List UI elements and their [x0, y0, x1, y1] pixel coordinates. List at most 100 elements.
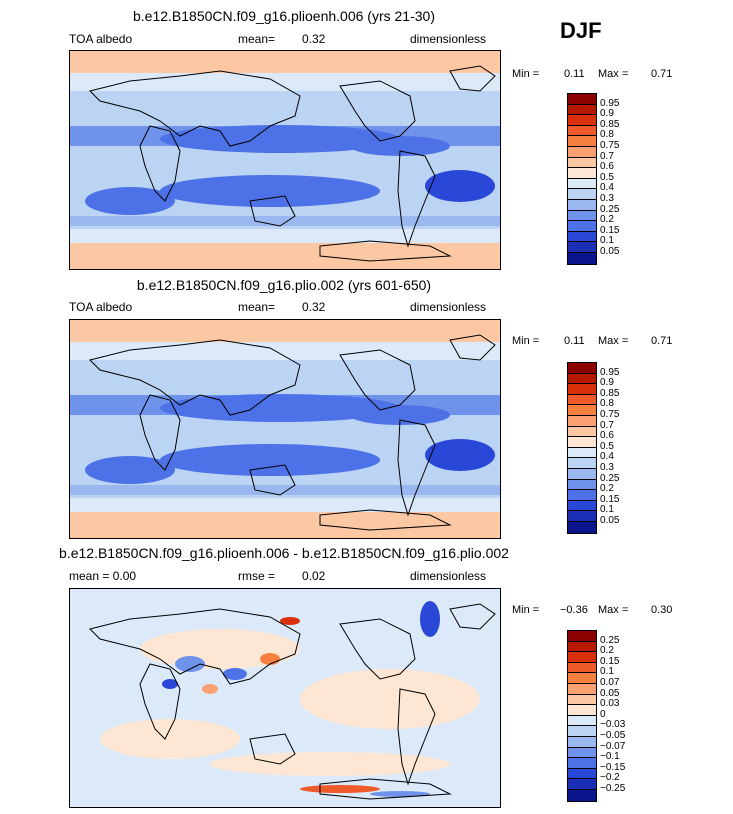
colorbar-level-label: 0.85 [600, 387, 620, 399]
panel-2-title: b.e12.B1850CN.f09_g16.plio.002 (yrs 601-… [136, 277, 432, 293]
colorbar-level-label: 0.07 [600, 677, 620, 688]
colorbar-swatch [568, 363, 596, 374]
colorbar-swatch [568, 447, 596, 459]
colorbar-level-label: 0.9 [600, 108, 614, 120]
colorbar-level-label: 0.6 [600, 161, 614, 173]
colorbar-level-label: 0.4 [600, 451, 614, 463]
panel-3-rmse-label: rmse = [238, 569, 276, 583]
colorbar-swatch [568, 384, 596, 395]
colorbar-swatch [568, 104, 596, 116]
panel-3-max-value: 0.30 [651, 604, 673, 616]
panel-2-units: dimensionless [410, 300, 487, 314]
panel-1-variable: TOA albedo [69, 32, 133, 46]
colorbar-level-label: 0.7 [600, 419, 614, 431]
colorbar-swatch [568, 673, 596, 684]
colorbar-swatch [568, 652, 596, 663]
panel-3-mean: mean = 0.00 [69, 569, 137, 583]
colorbar-swatch [568, 157, 596, 169]
colorbar-swatch [568, 415, 596, 427]
colorbar-level-label: 0.75 [600, 140, 620, 151]
colorbar-level-label: −0.25 [600, 783, 626, 794]
panel-2-variable: TOA albedo [69, 300, 133, 314]
colorbar-level-label: 0.03 [600, 698, 620, 710]
panel-3-colorbar [567, 630, 597, 802]
colorbar-level-label: 0.75 [600, 409, 620, 420]
colorbar-level-label: −0.07 [600, 740, 626, 752]
colorbar-level-label: 0.15 [600, 224, 620, 236]
panel-1-title: b.e12.B1850CN.f09_g16.plioenh.006 (yrs 2… [133, 8, 435, 24]
colorbar-swatch [568, 458, 596, 469]
colorbar-swatch [568, 468, 596, 480]
colorbar-level-label: 0.7 [600, 150, 614, 162]
colorbar-swatch [568, 115, 596, 126]
colorbar-level-label: 0.25 [600, 203, 620, 215]
panel-1-colorbar [567, 93, 597, 265]
panel-3-min-value: −0.36 [560, 604, 588, 616]
colorbar-level-label: 0.25 [600, 472, 620, 484]
panel-2-mean-label: mean= [238, 300, 276, 314]
panel-2-min-value: 0.11 [564, 335, 585, 347]
panel-1-mean-label: mean= [238, 32, 276, 46]
season-label: DJF [560, 18, 602, 43]
panel-3-rmse-value: 0.02 [302, 569, 326, 583]
colorbar-level-label: 0.1 [600, 504, 614, 516]
colorbar-level-label: 0.25 [600, 634, 620, 646]
colorbar-swatch [568, 736, 596, 748]
colorbar-swatch [568, 511, 596, 522]
colorbar-level-label: −0.15 [600, 761, 626, 773]
colorbar-swatch [568, 683, 596, 695]
colorbar-swatch [568, 146, 596, 158]
panel-3-map [69, 588, 501, 808]
colorbar-level-label: 0.95 [600, 97, 620, 109]
colorbar-level-label: 0.8 [600, 129, 614, 141]
colorbar-swatch [568, 705, 596, 716]
panel-1-units: dimensionless [410, 32, 487, 46]
colorbar-swatch [568, 715, 596, 727]
colorbar-swatch [568, 136, 596, 147]
panel-2-max-label: Max = [598, 335, 629, 347]
colorbar-swatch [568, 221, 596, 232]
panel-2-colorbar [567, 362, 597, 534]
colorbar-level-label: 0.95 [600, 366, 620, 378]
colorbar-level-label: 0.2 [600, 483, 614, 495]
colorbar-level-label: 0.05 [600, 515, 620, 526]
colorbar-swatch [568, 758, 596, 769]
colorbar-swatch [568, 789, 596, 801]
colorbar-level-label: −0.1 [600, 751, 620, 763]
colorbar-swatch [568, 500, 596, 512]
colorbar-swatch [568, 405, 596, 416]
panel-3-min-label: Min = [512, 604, 540, 616]
colorbar-swatch [568, 94, 596, 105]
panel-2-mean-value: 0.32 [302, 300, 326, 314]
colorbar-level-label: 0 [600, 708, 606, 720]
colorbar-swatch [568, 662, 596, 674]
colorbar-swatch [568, 168, 596, 179]
colorbar-swatch [568, 726, 596, 737]
panel-3-title: b.e12.B1850CN.f09_g16.plioenh.006 - b.e1… [59, 545, 509, 561]
panel-1-map [69, 50, 501, 270]
colorbar-level-label: 0.8 [600, 398, 614, 410]
panel-3-units: dimensionless [410, 569, 487, 583]
panel-1-min-label: Min = [512, 68, 540, 80]
panel-3-max-label: Max = [598, 604, 629, 616]
colorbar-swatch [568, 694, 596, 706]
colorbar-level-label: 0.6 [600, 430, 614, 442]
colorbar-level-label: 0.1 [600, 666, 614, 678]
colorbar-swatch [568, 189, 596, 200]
panel-2-max-value: 0.71 [651, 335, 673, 347]
colorbar-swatch [568, 747, 596, 759]
colorbar-swatch [568, 490, 596, 501]
colorbar-swatch [568, 210, 596, 222]
colorbar-level-label: 0.85 [600, 118, 620, 130]
colorbar-swatch [568, 779, 596, 790]
colorbar-swatch [568, 521, 596, 533]
colorbar-swatch [568, 252, 596, 264]
colorbar-level-label: 0.5 [600, 440, 614, 452]
panel-1-mean-value: 0.32 [302, 32, 326, 46]
panel-2-min-label: Min = [512, 335, 540, 347]
colorbar-level-label: 0.2 [600, 214, 614, 226]
colorbar-swatch [568, 631, 596, 642]
panel-1-max-label: Max = [598, 68, 629, 80]
colorbar-swatch [568, 231, 596, 243]
colorbar-level-label: 0.1 [600, 235, 614, 247]
